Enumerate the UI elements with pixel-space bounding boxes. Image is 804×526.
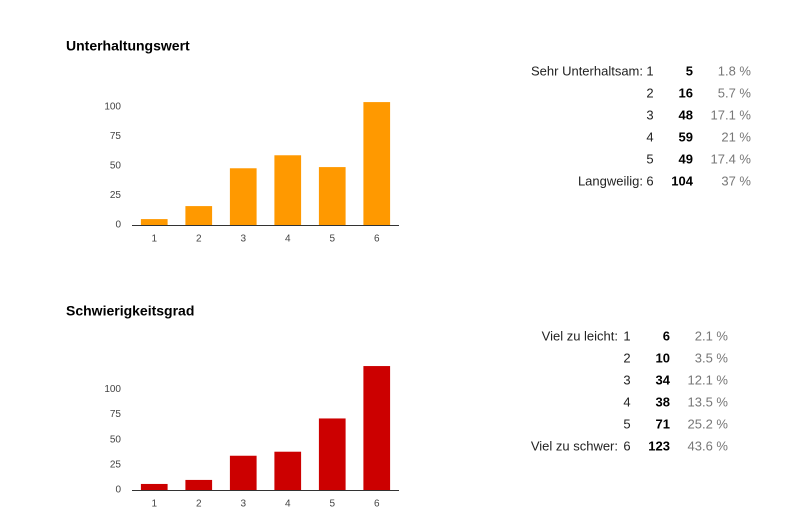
y-tick-label: 25 — [110, 190, 122, 201]
bar — [229, 455, 257, 490]
row-percent: 43.6 % — [688, 438, 729, 453]
row-count: 16 — [679, 85, 693, 100]
row-count: 49 — [679, 151, 693, 166]
y-tick-label: 100 — [104, 101, 121, 112]
x-tick-label: 6 — [374, 499, 380, 510]
row-percent: 5.7 % — [718, 85, 752, 100]
x-tick-label: 4 — [285, 499, 291, 510]
x-tick-label: 2 — [196, 234, 202, 245]
row-count: 104 — [671, 173, 693, 188]
chart-title: Schwierigkeitsgrad — [66, 303, 194, 319]
y-tick-label: 75 — [110, 409, 122, 420]
bar — [229, 168, 257, 225]
x-tick-label: 2 — [196, 499, 202, 510]
row-count: 59 — [679, 129, 693, 144]
y-tick-label: 0 — [115, 220, 121, 231]
row-key: 1 — [623, 328, 630, 343]
row-key: 2 — [646, 85, 653, 100]
row-percent: 17.1 % — [711, 107, 752, 122]
row-label: Sehr Unterhaltsam: — [531, 63, 643, 78]
row-key: 5 — [646, 151, 653, 166]
row-key: 6 — [623, 438, 630, 453]
row-percent: 37 % — [721, 173, 751, 188]
x-tick-label: 5 — [329, 499, 335, 510]
row-percent: 2.1 % — [695, 328, 729, 343]
row-count: 6 — [663, 328, 670, 343]
row-key: 3 — [646, 107, 653, 122]
x-tick-label: 6 — [374, 234, 380, 245]
row-count: 34 — [656, 372, 671, 387]
row-count: 38 — [656, 394, 670, 409]
x-tick-label: 3 — [240, 234, 246, 245]
row-label: Viel zu leicht: — [542, 328, 618, 343]
bar — [140, 219, 168, 225]
y-tick-label: 0 — [115, 485, 121, 496]
y-tick-label: 25 — [110, 459, 122, 470]
y-tick-label: 75 — [110, 131, 122, 142]
x-tick-label: 1 — [151, 499, 157, 510]
y-tick-label: 50 — [110, 434, 122, 445]
bar — [185, 206, 213, 225]
row-percent: 17.4 % — [711, 151, 752, 166]
row-label: Langweilig: — [578, 173, 643, 188]
bar — [318, 418, 346, 490]
row-key: 5 — [623, 416, 630, 431]
row-key: 4 — [646, 129, 653, 144]
row-count: 123 — [648, 438, 670, 453]
row-key: 6 — [646, 173, 653, 188]
x-tick-label: 5 — [329, 234, 335, 245]
y-tick-label: 100 — [104, 384, 121, 395]
x-tick-label: 1 — [151, 234, 157, 245]
row-percent: 1.8 % — [718, 63, 752, 78]
x-tick-label: 3 — [240, 499, 246, 510]
bar — [318, 167, 346, 225]
row-percent: 21 % — [721, 129, 751, 144]
row-key: 2 — [623, 350, 630, 365]
bar — [185, 479, 213, 490]
row-count: 5 — [686, 63, 693, 78]
row-count: 71 — [656, 416, 670, 431]
x-tick-label: 4 — [285, 234, 291, 245]
row-count: 10 — [656, 350, 670, 365]
row-percent: 13.5 % — [688, 394, 729, 409]
bar — [363, 102, 391, 225]
row-key: 4 — [623, 394, 630, 409]
row-key: 1 — [646, 63, 653, 78]
bar — [363, 366, 391, 490]
y-tick-label: 50 — [110, 161, 122, 172]
row-percent: 3.5 % — [695, 350, 729, 365]
row-percent: 12.1 % — [688, 372, 729, 387]
row-percent: 25.2 % — [688, 416, 729, 431]
bar — [274, 155, 302, 225]
chart-title: Unterhaltungswert — [66, 38, 190, 54]
bar — [274, 451, 302, 490]
bar — [140, 483, 168, 490]
row-count: 48 — [679, 107, 693, 122]
row-label: Viel zu schwer: — [531, 438, 618, 453]
row-key: 3 — [623, 372, 630, 387]
